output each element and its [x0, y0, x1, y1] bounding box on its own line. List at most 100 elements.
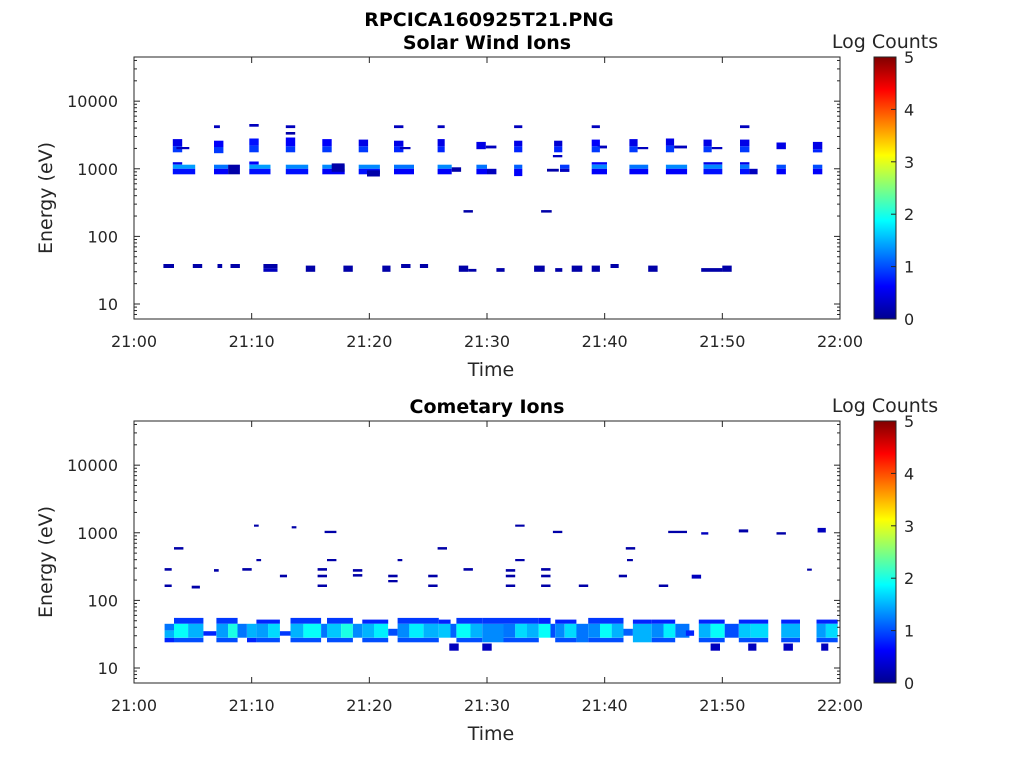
cometary-cell	[256, 619, 280, 624]
cometary-cell	[164, 630, 174, 638]
cometary-cell	[698, 623, 711, 638]
solar-wind-cell	[514, 168, 523, 177]
cometary-cell	[482, 623, 504, 643]
solar-wind-cell	[703, 162, 723, 165]
solar-wind-cell	[740, 168, 750, 175]
cometary-cell	[317, 574, 327, 578]
cometary-colorbar-frame	[873, 420, 897, 684]
solar-wind-cell	[172, 146, 183, 153]
cometary-cell	[216, 617, 238, 624]
cometary-cell	[428, 584, 438, 587]
solar-wind-colorbar-tick-label: 3	[904, 153, 914, 172]
cometary-cell	[214, 569, 219, 572]
figure-title: RPCICA160925T21.PNG	[364, 9, 614, 31]
cometary-cell	[164, 568, 172, 571]
solar-wind-cell	[812, 149, 823, 153]
solar-wind-cell	[285, 137, 296, 147]
solar-wind-cell	[305, 265, 316, 272]
cometary-cell	[632, 623, 652, 643]
cometary-cell	[710, 623, 725, 638]
cometary-cell	[423, 623, 439, 638]
cometary-cell	[515, 623, 527, 638]
solar-wind-cell	[358, 139, 369, 147]
cometary-cell	[327, 617, 353, 624]
cometary-cell	[701, 532, 709, 535]
solar-wind-cell	[514, 125, 523, 129]
cometary-cell	[470, 623, 483, 638]
cometary-cell	[317, 584, 327, 587]
cometary-cell	[675, 623, 690, 638]
cometary-cell	[437, 547, 447, 550]
solar-wind-cell	[463, 210, 473, 213]
cometary-cell	[632, 619, 652, 624]
solar-wind-cell	[534, 265, 545, 272]
cometary-cell	[388, 628, 398, 636]
cometary-cell	[527, 623, 539, 638]
cometary-cell	[541, 568, 551, 571]
cometary-cell	[256, 637, 280, 643]
solar-wind-y-tick-label: 100	[87, 227, 118, 246]
cometary-cell	[710, 643, 720, 651]
solar-wind-x-axis-label: Time	[467, 359, 515, 381]
solar-wind-cell	[740, 125, 750, 129]
cometary-cell	[254, 524, 259, 527]
cometary-cell	[588, 617, 624, 624]
solar-wind-cell	[812, 168, 823, 175]
solar-wind-cell	[263, 268, 278, 272]
cometary-cell	[564, 623, 577, 638]
cometary-cell	[515, 559, 525, 562]
solar-wind-cell	[554, 146, 563, 153]
solar-wind-x-tick-label: 21:40	[582, 332, 628, 351]
cometary-cell	[538, 623, 551, 638]
solar-wind-cell	[458, 265, 469, 272]
solar-wind-cell	[812, 141, 823, 150]
cometary-cell	[503, 617, 539, 624]
solar-wind-cell	[437, 139, 445, 147]
cometary-colorbar-tick-label: 5	[904, 412, 914, 431]
cometary-cell	[456, 637, 483, 643]
cometary-cell	[724, 623, 739, 638]
cometary-cell	[738, 637, 769, 643]
solar-wind-colorbar-label: Log Counts	[832, 31, 938, 53]
cometary-y-tick-label: 1000	[77, 524, 118, 543]
cometary-cell	[256, 559, 262, 562]
cometary-cell	[397, 617, 439, 624]
cometary-cell	[627, 559, 633, 562]
cometary-cell	[303, 623, 321, 638]
solar-wind-x-tick-label: 21:30	[464, 332, 510, 351]
solar-wind-cell	[249, 145, 259, 153]
solar-wind-cell	[394, 164, 414, 169]
cometary-cell	[388, 574, 398, 578]
solar-wind-cell	[343, 265, 353, 272]
solar-wind-cell	[776, 164, 786, 169]
cometary-cell	[618, 574, 627, 578]
cometary-cell	[362, 623, 375, 638]
cometary-cell	[816, 619, 838, 624]
cometary-cell	[738, 529, 749, 533]
solar-wind-cell	[485, 145, 497, 149]
solar-wind-cell	[394, 140, 404, 147]
solar-wind-cell	[217, 264, 223, 268]
cometary-colorbar-tick-label: 2	[904, 569, 914, 588]
solar-wind-y-tick-label: 1000	[77, 160, 118, 179]
solar-wind-cell	[476, 141, 486, 150]
cometary-cell	[503, 637, 539, 643]
cometary-cell	[698, 637, 725, 643]
cometary-cell	[290, 623, 304, 638]
solar-wind-cell	[514, 140, 523, 147]
cometary-cell	[188, 623, 204, 638]
cometary-cell	[750, 623, 769, 638]
cometary-cell	[450, 623, 457, 638]
solar-wind-cell	[249, 161, 259, 165]
cometary-cell	[352, 623, 363, 638]
solar-wind-cell	[629, 146, 638, 153]
cometary-cell	[482, 643, 492, 651]
solar-wind-cell	[476, 168, 487, 175]
cometary-cell	[456, 617, 483, 624]
solar-wind-cell	[331, 163, 345, 172]
cometary-y-tick-label: 10000	[67, 456, 118, 475]
solar-wind-cell	[214, 125, 220, 129]
solar-wind-cell	[382, 265, 391, 272]
